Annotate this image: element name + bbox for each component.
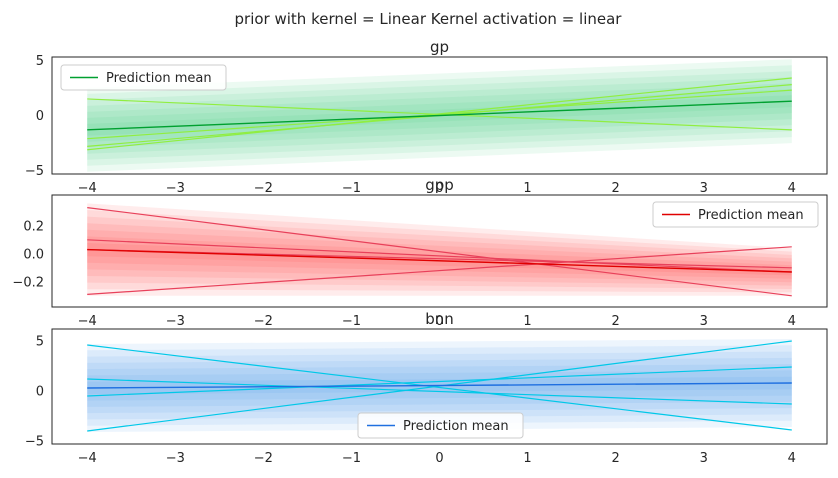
x-tick-label: 2 [611, 181, 619, 196]
sample-line-2 [87, 246, 792, 295]
y-tick-label: 0.0 [23, 247, 44, 262]
legend-label: Prediction mean [106, 71, 212, 86]
legend: Prediction mean [357, 412, 524, 439]
x-tick-label: 4 [788, 181, 796, 196]
subplot-title: gp [430, 38, 449, 56]
subplot-gpp: −4 −3 −2 −1 0 1 2 3 4 −0.2 0.0 0.2 gpp Prediction mea… [12, 176, 828, 329]
x-tick-label: −2 [254, 451, 273, 466]
x-tick-label: 3 [700, 451, 708, 466]
x-tick-label: 3 [700, 314, 708, 329]
x-tick-label: −3 [166, 181, 185, 196]
x-tick-label: −1 [342, 181, 361, 196]
x-tick-label: 0 [435, 181, 443, 196]
y-tick-label: 0 [36, 109, 44, 124]
y-tick-label: −0.2 [12, 275, 44, 290]
uncertainty-band [87, 216, 792, 289]
figure-suptitle: prior with kernel = Linear Kernel activa… [235, 10, 623, 28]
legend-box [357, 412, 524, 439]
legend: Prediction mean [652, 201, 819, 228]
prediction-mean-line [87, 382, 792, 389]
x-tick-label: 0 [435, 451, 443, 466]
x-tick-label: 4 [788, 314, 796, 329]
subplot-title: bnn [425, 310, 454, 328]
x-tick-label: −1 [342, 451, 361, 466]
sample-line-3 [87, 239, 792, 273]
x-tick-label: −2 [254, 314, 273, 329]
x-tick-label: 1 [523, 314, 531, 329]
axes-frame [51, 328, 828, 445]
subplot-panels: −4 −3 −2 −1 0 1 2 3 4 −5 0 5 gp Prediction mean −4 −3 −2… [12, 38, 828, 466]
x-tick-label: −3 [166, 451, 185, 466]
legend-box [652, 201, 819, 228]
subplot-gp: −4 −3 −2 −1 0 1 2 3 4 −5 0 5 gp Prediction mean [25, 38, 828, 196]
y-tick-label: 0 [36, 385, 44, 400]
x-tick-label: −4 [78, 451, 97, 466]
x-tick-label: 3 [700, 181, 708, 196]
y-tick-label: 0.2 [23, 219, 44, 234]
y-tick-label: −5 [25, 164, 44, 179]
subplot-bnn: −4 −3 −2 −1 0 1 2 3 4 −5 0 5 bnn Prediction mean [25, 310, 828, 466]
sample-line-4 [87, 77, 792, 151]
legend-box [60, 64, 227, 91]
y-tick-label: −5 [25, 435, 44, 450]
x-tick-label: 4 [788, 451, 796, 466]
sample-line-1 [87, 344, 792, 431]
x-tick-label: 0 [435, 314, 443, 329]
sample-line-3 [87, 366, 792, 397]
legend: Prediction mean [60, 64, 227, 91]
x-tick-label: −1 [342, 314, 361, 329]
legend-label: Prediction mean [698, 208, 804, 223]
x-tick-label: −2 [254, 181, 273, 196]
axes-frame [51, 56, 828, 175]
uncertainty-band [87, 203, 792, 296]
x-tick-label: −3 [166, 314, 185, 329]
legend-label: Prediction mean [403, 419, 509, 434]
x-tick-label: −4 [78, 181, 97, 196]
sample-line-4 [87, 378, 792, 405]
y-tick-label: 5 [36, 54, 44, 69]
uncertainty-band [87, 236, 792, 279]
x-tick-label: −4 [78, 314, 97, 329]
axes-frame [51, 194, 828, 308]
x-tick-label: 2 [611, 314, 619, 329]
uncertainty-band [87, 223, 792, 286]
prediction-mean-line [87, 248, 792, 273]
y-tick-label: 5 [36, 335, 44, 350]
prediction-mean-line [87, 100, 792, 131]
x-tick-label: 2 [611, 451, 619, 466]
x-tick-label: 1 [523, 451, 531, 466]
x-tick-label: 1 [523, 181, 531, 196]
subplot-title: gpp [425, 176, 454, 194]
sample-line-1 [87, 207, 792, 297]
